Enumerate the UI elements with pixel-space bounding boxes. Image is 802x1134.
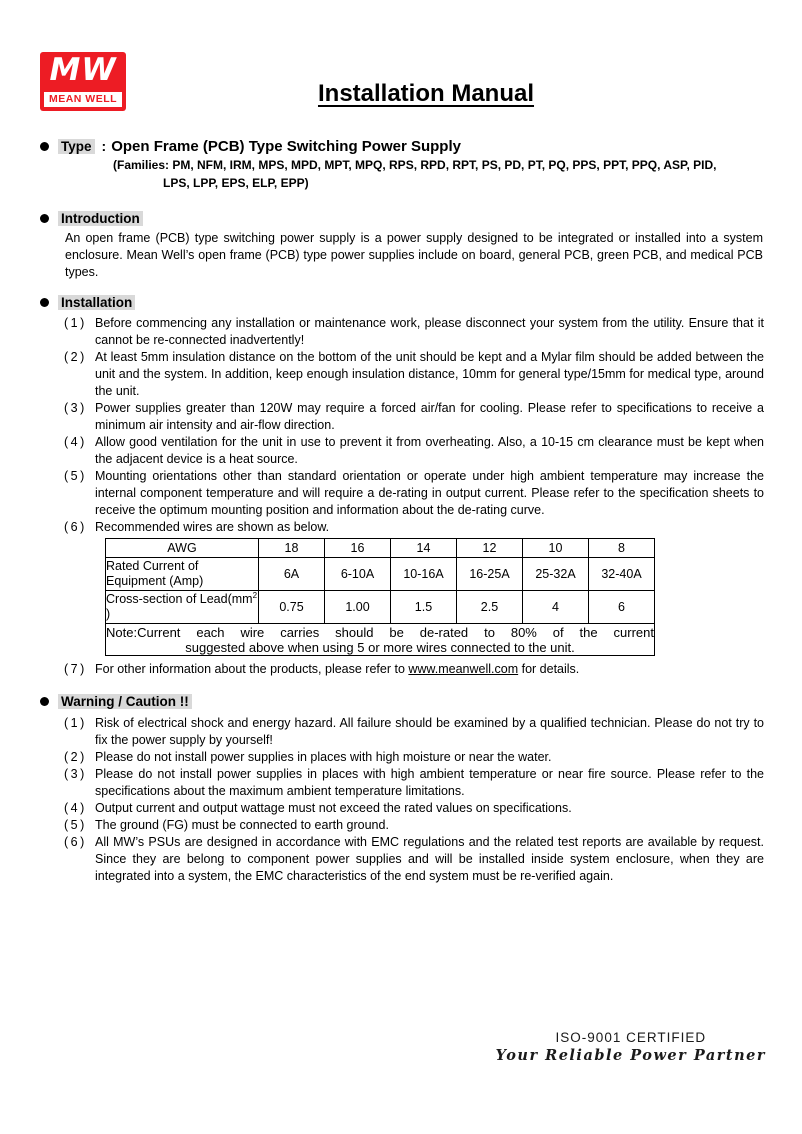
item-text: Output current and output wattage must n…	[95, 801, 572, 815]
item-text: Allow good ventilation for the unit in u…	[95, 435, 764, 466]
footer: ISO-9001 CERTIFIED Your Reliable Power P…	[496, 1030, 766, 1064]
item-text: Before commencing any installation or ma…	[95, 316, 764, 347]
families-line-1: (Families: PM, NFM, IRM, MPS, MPD, MPT, …	[113, 158, 717, 172]
item-text: For other information about the products…	[95, 662, 409, 676]
note-line-1: Note:Current each wire carries should be…	[106, 624, 654, 640]
table-row-rated-current: Rated Current of Equipment (Amp) 6A 6-10…	[105, 557, 655, 591]
recommended-wires-table: AWG 18 16 14 12 10 8 Rated Current of Eq…	[105, 538, 655, 656]
table-cell: 16-25A	[456, 557, 523, 591]
table-row-cross-section: Cross-section of Lead(mm2 ) 0.75 1.00 1.…	[105, 590, 655, 624]
item-text: The ground (FG) must be connected to ear…	[95, 818, 389, 832]
table-header-cell: 12	[456, 538, 523, 558]
table-cell: 6A	[258, 557, 325, 591]
item-marker: (1)	[64, 316, 87, 330]
item-marker: (2)	[64, 750, 87, 764]
introduction-body: An open frame (PCB) type switching power…	[65, 231, 763, 279]
bullet-icon	[40, 697, 49, 706]
warning-item-2: (2) Please do not install power supplies…	[0, 749, 764, 766]
installation-item-7: (7) For other information about the prod…	[0, 661, 764, 678]
item-text: At least 5mm insulation distance on the …	[95, 350, 764, 398]
table-cell: 2.5	[456, 590, 523, 624]
item-marker: (6)	[64, 520, 87, 534]
warning-heading: Warning / Caution !!	[58, 694, 192, 709]
type-section-heading: Type: Open Frame (PCB) Type Switching Pow…	[0, 137, 802, 156]
introduction-heading-row: Introduction	[0, 209, 802, 228]
page-title: Installation Manual	[317, 80, 535, 107]
table-header-cell: 14	[390, 538, 457, 558]
table-cell: 0.75	[258, 590, 325, 624]
row-label: Cross-section of Lead(mm2 )	[105, 590, 259, 624]
note-line-2: suggested above when using 5 or more wir…	[185, 639, 575, 655]
installation-item-3: (3) Power supplies greater than 120W may…	[0, 400, 764, 434]
item-text: Power supplies greater than 120W may req…	[95, 401, 764, 432]
table-header-cell: 18	[258, 538, 325, 558]
type-separator: :	[101, 138, 107, 154]
item-marker: (5)	[64, 469, 87, 483]
row-label: Rated Current of Equipment (Amp)	[105, 557, 259, 591]
table-header-cell: 8	[588, 538, 655, 558]
item-marker: (7)	[64, 662, 87, 676]
table-cell: 4	[522, 590, 589, 624]
item-text: Please do not install power supplies in …	[95, 750, 552, 764]
table-note: Note:Current each wire carries should be…	[105, 623, 655, 656]
meanwell-link[interactable]: www.meanwell.com	[408, 662, 519, 676]
table-header-cell: 16	[324, 538, 391, 558]
warning-item-1: (1) Risk of electrical shock and energy …	[0, 715, 764, 749]
item-marker: (3)	[64, 401, 87, 415]
installation-item-4: (4) Allow good ventilation for the unit …	[0, 434, 764, 468]
type-product-name: Open Frame (PCB) Type Switching Power Su…	[111, 138, 461, 155]
table-cell: 1.00	[324, 590, 391, 624]
table-header-row: AWG 18 16 14 12 10 8	[105, 538, 655, 558]
table-header-cell: AWG	[105, 538, 259, 558]
item-marker: (4)	[64, 435, 87, 449]
item-text: for details.	[518, 662, 580, 676]
type-label: Type	[58, 139, 95, 154]
meanwell-logo: MW MEAN WELL	[40, 52, 126, 111]
item-text: Mounting orientations other than standar…	[95, 469, 764, 517]
logo-brand-text: MEAN WELL	[44, 92, 122, 107]
warning-item-6: (6) All MW’s PSUs are designed in accord…	[0, 834, 764, 885]
installation-item-1: (1) Before commencing any installation o…	[0, 315, 764, 349]
item-marker: (3)	[64, 767, 87, 781]
families-line-2: LPS, LPP, EPS, ELP, EPP)	[163, 176, 309, 190]
warning-item-5: (5) The ground (FG) must be connected to…	[0, 817, 764, 834]
warning-item-3: (3) Please do not install power supplies…	[0, 766, 764, 800]
table-cell: 10-16A	[390, 557, 457, 591]
table-cell: 6	[588, 590, 655, 624]
bullet-icon	[40, 298, 49, 307]
table-cell: 32-40A	[588, 557, 655, 591]
item-marker: (5)	[64, 818, 87, 832]
installation-heading: Installation	[58, 295, 136, 310]
installation-item-5: (5) Mounting orientations other than sta…	[0, 468, 764, 519]
iso-certified-text: ISO-9001 CERTIFIED	[555, 1030, 707, 1045]
item-text: Please do not install power supplies in …	[95, 767, 764, 798]
item-text: All MW’s PSUs are designed in accordance…	[95, 835, 764, 883]
bullet-icon	[40, 142, 49, 151]
table-header-cell: 10	[522, 538, 589, 558]
slogan-text: Your Reliable Power Partner	[495, 1047, 766, 1064]
table-cell: 25-32A	[522, 557, 589, 591]
installation-heading-row: Installation	[0, 293, 802, 312]
item-marker: (1)	[64, 716, 87, 730]
item-text: Risk of electrical shock and energy haza…	[95, 716, 764, 747]
warning-item-4: (4) Output current and output wattage mu…	[0, 800, 764, 817]
table-note-row: Note:Current each wire carries should be…	[105, 623, 655, 656]
item-marker: (2)	[64, 350, 87, 364]
table-cell: 6-10A	[324, 557, 391, 591]
introduction-heading: Introduction	[58, 211, 143, 226]
item-text: Recommended wires are shown as below.	[95, 520, 330, 534]
warning-heading-row: Warning / Caution !!	[0, 692, 802, 711]
item-marker: (4)	[64, 801, 87, 815]
bullet-icon	[40, 214, 49, 223]
installation-item-2: (2) At least 5mm insulation distance on …	[0, 349, 764, 400]
title-area: Installation Manual	[25, 0, 802, 137]
logo-mw-initials: MW	[49, 52, 117, 88]
installation-item-6: (6) Recommended wires are shown as below…	[0, 519, 764, 536]
item-marker: (6)	[64, 835, 87, 849]
table-cell: 1.5	[390, 590, 457, 624]
